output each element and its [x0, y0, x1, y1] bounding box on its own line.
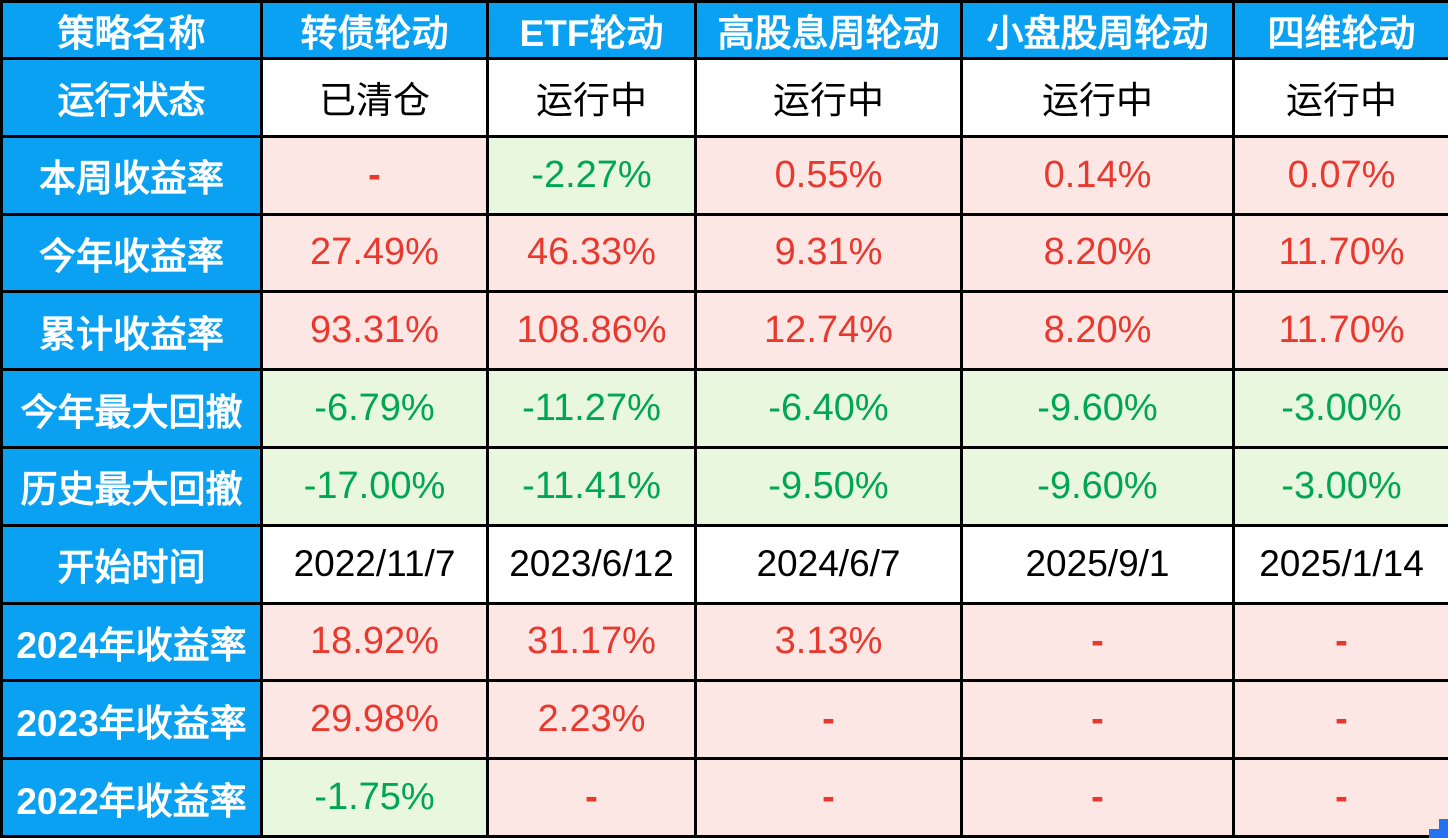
table-cell[interactable]: 93.31% — [260, 290, 489, 372]
table-cell[interactable]: - — [960, 757, 1235, 838]
table-cell[interactable]: 3.13% — [694, 601, 963, 683]
column-header-cell[interactable]: 转债轮动 — [260, 0, 489, 60]
table-cell[interactable]: 18.92% — [260, 601, 489, 683]
table-row: 2024年收益率 18.92% 31.17% 3.13% - - — [0, 601, 1448, 683]
table-cell[interactable]: 108.86% — [486, 290, 697, 372]
table-row: 累计收益率 93.31% 108.86% 12.74% 8.20% 11.70% — [0, 290, 1448, 372]
header-row: 策略名称 转债轮动 ETF轮动 高股息周轮动 小盘股周轮动 四维轮动 — [0, 0, 1448, 60]
table-cell[interactable]: 2024/6/7 — [694, 523, 963, 605]
table-cell[interactable]: - — [694, 679, 963, 761]
table-cell[interactable]: - — [694, 757, 963, 838]
table-row: 历史最大回撤 -17.00% -11.41% -9.50% -9.60% -3.00% — [0, 445, 1448, 527]
table-cell[interactable]: - — [1232, 601, 1448, 683]
column-header-cell[interactable]: 四维轮动 — [1232, 0, 1448, 60]
table-cell[interactable]: 31.17% — [486, 601, 697, 683]
row-label-cell[interactable]: 历史最大回撤 — [0, 445, 263, 527]
selection-fill-handle[interactable] — [1439, 819, 1448, 838]
table-cell[interactable]: 29.98% — [260, 679, 489, 761]
table-cell[interactable]: 2025/9/1 — [960, 523, 1235, 605]
column-header-cell[interactable]: 高股息周轮动 — [694, 0, 963, 60]
table-cell[interactable]: - — [1232, 679, 1448, 761]
table-cell[interactable]: 已清仓 — [260, 57, 489, 138]
table-cell[interactable]: 9.31% — [694, 212, 963, 294]
table-cell[interactable]: 46.33% — [486, 212, 697, 294]
table-cell[interactable]: -3.00% — [1232, 445, 1448, 527]
row-label-cell[interactable]: 开始时间 — [0, 523, 263, 605]
table-row: 运行状态 已清仓 运行中 运行中 运行中 运行中 — [0, 57, 1448, 138]
table-cell[interactable]: 8.20% — [960, 290, 1235, 372]
table-cell[interactable]: - — [960, 601, 1235, 683]
table-row: 今年最大回撤 -6.79% -11.27% -6.40% -9.60% -3.00% — [0, 368, 1448, 449]
row-label-cell[interactable]: 运行状态 — [0, 57, 263, 138]
table-cell[interactable]: 2023/6/12 — [486, 523, 697, 605]
selection-fill-handle[interactable] — [1429, 829, 1448, 838]
table-cell[interactable]: - — [260, 134, 489, 216]
table-cell[interactable]: -11.41% — [486, 445, 697, 527]
table-cell[interactable]: -9.60% — [960, 445, 1235, 527]
table-cell[interactable]: 12.74% — [694, 290, 963, 372]
row-label-cell[interactable]: 2023年收益率 — [0, 679, 263, 761]
row-label-cell[interactable]: 今年收益率 — [0, 212, 263, 294]
table-cell[interactable]: - — [486, 757, 697, 838]
table-cell[interactable]: 2022/11/7 — [260, 523, 489, 605]
table-cell[interactable]: 运行中 — [960, 57, 1235, 138]
table-cell[interactable]: -9.50% — [694, 445, 963, 527]
table-cell[interactable]: 0.55% — [694, 134, 963, 216]
table-cell[interactable]: 运行中 — [694, 57, 963, 138]
table-cell[interactable]: -11.27% — [486, 368, 697, 449]
table-cell[interactable]: 2.23% — [486, 679, 697, 761]
table-cell[interactable]: 11.70% — [1232, 290, 1448, 372]
table-cell[interactable]: - — [1232, 757, 1448, 838]
corner-header-cell[interactable]: 策略名称 — [0, 0, 263, 60]
row-label-cell[interactable]: 2022年收益率 — [0, 757, 263, 838]
column-header-cell[interactable]: ETF轮动 — [486, 0, 697, 60]
table-cell[interactable]: 11.70% — [1232, 212, 1448, 294]
table-row: 2022年收益率 -1.75% - - - - — [0, 757, 1448, 838]
table-cell[interactable]: -17.00% — [260, 445, 489, 527]
row-label-cell[interactable]: 今年最大回撤 — [0, 368, 263, 449]
table-cell[interactable]: 8.20% — [960, 212, 1235, 294]
row-label-cell[interactable]: 2024年收益率 — [0, 601, 263, 683]
column-header-cell[interactable]: 小盘股周轮动 — [960, 0, 1235, 60]
table-cell[interactable]: - — [960, 679, 1235, 761]
table-cell[interactable]: 0.14% — [960, 134, 1235, 216]
table-cell[interactable]: 运行中 — [1232, 57, 1448, 138]
row-label-cell[interactable]: 累计收益率 — [0, 290, 263, 372]
table-cell[interactable]: 2025/1/14 — [1232, 523, 1448, 605]
row-label-cell[interactable]: 本周收益率 — [0, 134, 263, 216]
table-row: 今年收益率 27.49% 46.33% 9.31% 8.20% 11.70% — [0, 212, 1448, 294]
table-row: 2023年收益率 29.98% 2.23% - - - — [0, 679, 1448, 761]
table-body: 运行状态 已清仓 运行中 运行中 运行中 运行中 本周收益率 - -2.27% 0.55% 0.14… — [0, 57, 1448, 838]
table-row: 本周收益率 - -2.27% 0.55% 0.14% 0.07% — [0, 134, 1448, 216]
table-cell[interactable]: -2.27% — [486, 134, 697, 216]
table-cell[interactable]: -6.40% — [694, 368, 963, 449]
table-cell[interactable]: -6.79% — [260, 368, 489, 449]
table-cell[interactable]: -3.00% — [1232, 368, 1448, 449]
table-cell[interactable]: 0.07% — [1232, 134, 1448, 216]
table-row: 开始时间 2022/11/7 2023/6/12 2024/6/7 2025/9/1 20… — [0, 523, 1448, 605]
table-cell[interactable]: 运行中 — [486, 57, 697, 138]
table-cell[interactable]: -1.75% — [260, 757, 489, 838]
table-cell[interactable]: 27.49% — [260, 212, 489, 294]
table-cell[interactable]: -9.60% — [960, 368, 1235, 449]
